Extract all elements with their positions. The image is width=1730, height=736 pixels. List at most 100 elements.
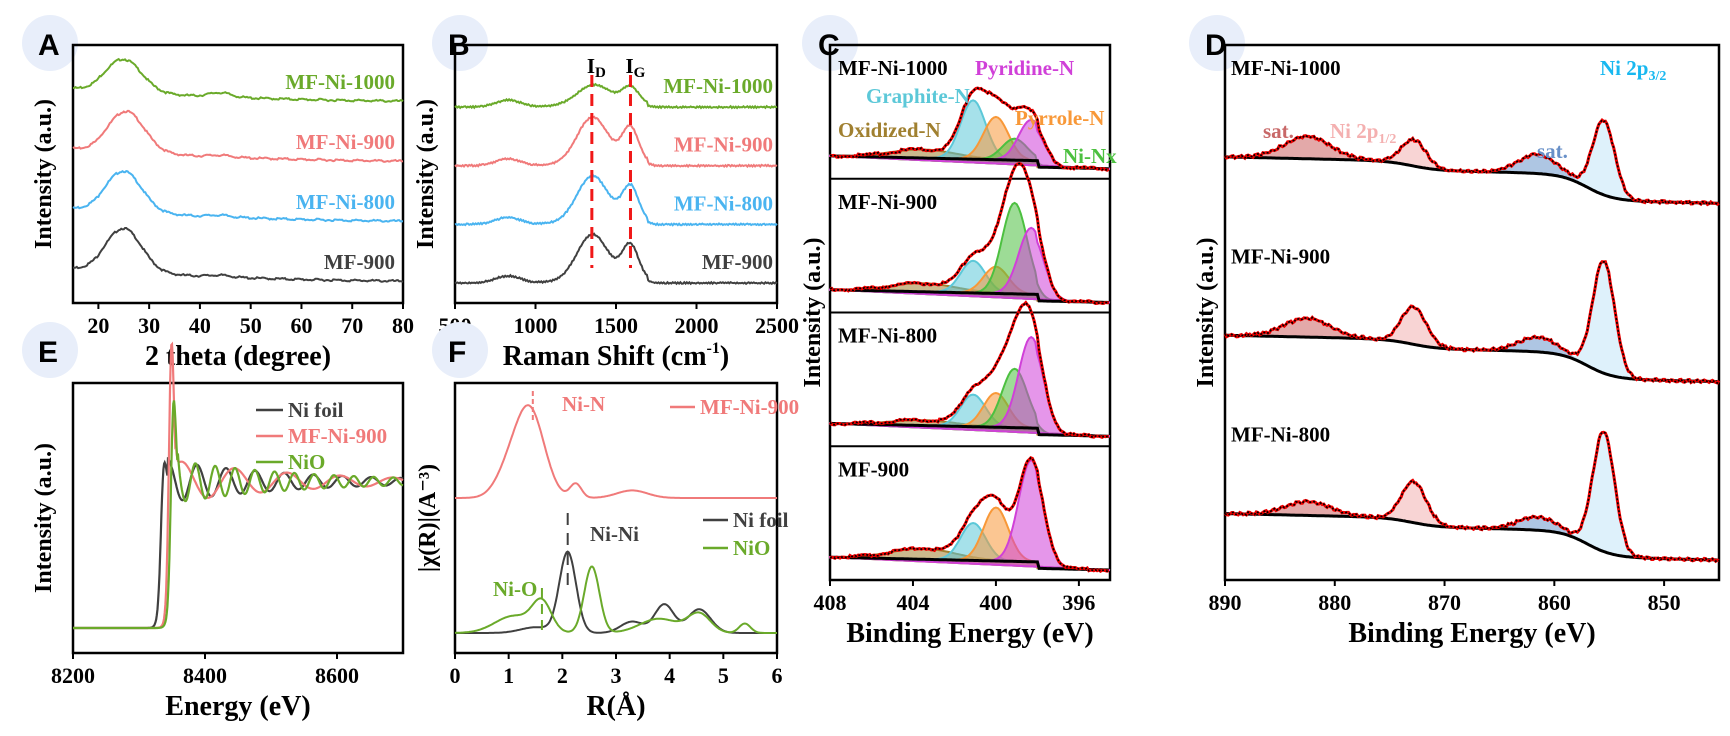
panel-b-xlabel: Raman Shift (cm-1) — [503, 340, 729, 372]
panel-c-data — [829, 87, 1110, 172]
panel-d-fit — [1223, 260, 1721, 385]
panel-d-peak — [1225, 154, 1719, 204]
panel-d-peak — [1225, 481, 1719, 560]
panel-e-legend-label: MF-Ni-900 — [288, 424, 387, 448]
panel-d-annotation: sat. — [1263, 119, 1294, 143]
panel-d-xtick-label: 870 — [1428, 590, 1461, 615]
panel-f-legend-label: Ni foil — [733, 508, 789, 532]
panel-d-fit — [1224, 430, 1720, 564]
panel-d-peak — [1225, 119, 1719, 204]
panel-e-series-line — [73, 456, 404, 630]
panel-label-d: D — [1205, 29, 1227, 62]
panel-label-bg — [802, 15, 858, 71]
panel-a-xtick-label: 40 — [189, 313, 211, 338]
panel-b-xtick-label: 2500 — [755, 313, 799, 338]
panel-a-series-label: MF-Ni-1000 — [285, 70, 395, 94]
panel-label-bg — [1189, 15, 1245, 71]
panel-a-series-label: MF-900 — [324, 250, 395, 274]
panel-f-xtick-label: 6 — [772, 663, 783, 688]
panel-d-fit — [1223, 117, 1720, 207]
panel-b-series-label: MF-900 — [702, 250, 773, 274]
panel-a-xtick-label: 60 — [290, 313, 312, 338]
panel-c-xtick-label: 400 — [979, 590, 1012, 615]
panel-label-bg — [432, 15, 488, 71]
panel-d-data — [1224, 431, 1720, 563]
panel-c-data — [829, 162, 1109, 305]
panel-c-sample-label: MF-Ni-1000 — [838, 56, 948, 80]
panel-d-background — [1224, 333, 1720, 384]
panel-c-xtick-label: 396 — [1062, 590, 1095, 615]
panel-d-data — [1224, 118, 1720, 206]
panel-d-background — [1225, 155, 1719, 205]
panel-a-ylabel: Intensity (a.u.) — [31, 99, 57, 249]
panel-f-xtick-label: 0 — [450, 663, 461, 688]
panel-f-xtick-label: 5 — [718, 663, 729, 688]
panel-c-sample-label: MF-Ni-900 — [838, 190, 937, 214]
panel-f-xtick-label: 1 — [503, 663, 514, 688]
panel-f-xtick-label: 2 — [557, 663, 568, 688]
panel-a-xtick-label: 20 — [87, 313, 109, 338]
panel-c-xlabel: Binding Energy (eV) — [846, 618, 1093, 649]
subscript: 1/2 — [1378, 132, 1396, 147]
panel-d-sample-label: MF-Ni-900 — [1231, 244, 1330, 268]
panel-c-sample-label: MF-Ni-800 — [838, 324, 937, 348]
panel-d-peak — [1225, 431, 1719, 560]
panel-f-xtick-label: 3 — [611, 663, 622, 688]
panel-a-xtick-label: 80 — [392, 313, 414, 338]
panel-d-xtick-label: 850 — [1648, 590, 1681, 615]
panel-d-peak — [1225, 136, 1719, 204]
panel-c-component-label: Oxidized-N — [838, 118, 941, 142]
panel-d-annotation: sat. — [1537, 139, 1568, 163]
panel-d-background — [1225, 512, 1719, 562]
panel-f-series-line — [455, 404, 777, 499]
panel-e-frame — [71, 381, 405, 655]
panel-label-f: F — [448, 336, 466, 369]
panel-d-xtick-label: 890 — [1209, 590, 1242, 615]
panel-a-xtick-label: 30 — [138, 313, 160, 338]
panel-d-xtick-label: 880 — [1318, 590, 1351, 615]
panel-f-legend-label: NiO — [733, 536, 770, 560]
panel-c-component-label: Ni-Nx — [1063, 144, 1117, 168]
panel-b-series-line — [454, 82, 778, 110]
panel-c-xtick-label: 408 — [814, 590, 847, 615]
panel-c-component-label: Pyrrole-N — [1015, 106, 1104, 130]
panel-a-frame — [71, 43, 405, 305]
panel-f-annotation: Ni-O — [493, 577, 537, 601]
panel-a-series-label: MF-Ni-900 — [296, 130, 395, 154]
panel-a-xtick-label: 50 — [240, 313, 262, 338]
panel-f-annotation: Ni-N — [562, 392, 605, 416]
panel-b-series-label: MF-Ni-800 — [674, 191, 773, 215]
panel-d-xtick-label: 860 — [1538, 590, 1571, 615]
panel-d-peak — [1225, 335, 1719, 382]
panel-d-sample-label: MF-Ni-800 — [1231, 423, 1330, 447]
panel-d-peak — [1225, 501, 1719, 560]
panel-a-series-line — [72, 109, 404, 163]
panel-e-xtick-label: 8600 — [315, 663, 359, 688]
superscript: -1 — [707, 340, 720, 357]
panel-d-frame — [1223, 43, 1721, 582]
panel-label-bg — [22, 322, 78, 378]
panel-b-xtick-label: 1000 — [514, 313, 558, 338]
subscript: 3/2 — [1648, 69, 1666, 84]
panel-e-legend-label: NiO — [288, 450, 325, 474]
marker-subscript: D — [595, 65, 606, 81]
panel-b-series-line — [454, 173, 778, 227]
panel-b-marker-label: ID — [587, 54, 606, 81]
panel-f-annotation: Ni-Ni — [590, 522, 639, 546]
panel-label-e: E — [38, 336, 58, 369]
panel-label-bg — [22, 15, 78, 71]
panel-c-ylabel: Intensity (a.u.) — [800, 237, 826, 387]
marker-subscript: G — [634, 65, 646, 81]
panel-a-xlabel: 2 theta (degree) — [145, 341, 331, 372]
panel-b-series-line — [454, 232, 778, 286]
panel-f-frame — [453, 381, 779, 655]
panel-c-background — [830, 555, 1109, 572]
panel-f-legend-label: MF-Ni-900 — [700, 395, 799, 419]
panel-d-xlabel: Binding Energy (eV) — [1348, 618, 1595, 649]
paren: ) — [720, 341, 729, 372]
panel-a-series-line — [72, 169, 404, 223]
panel-e-xtick-label: 8400 — [183, 663, 227, 688]
panel-f-series-line — [454, 565, 777, 634]
panel-f-xtick-label: 4 — [664, 663, 675, 688]
